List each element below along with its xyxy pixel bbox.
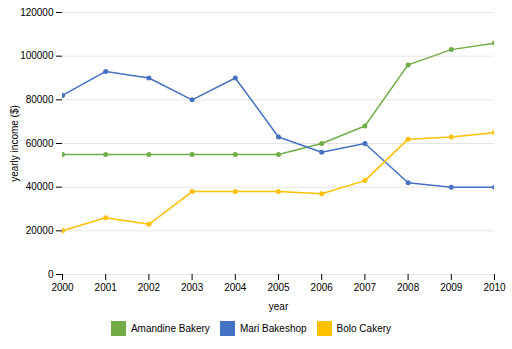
html-text:Amandine Bakery: Amandine Bakery	[130, 323, 210, 334]
svg-text:100000: 100000	[20, 50, 54, 61]
svg-text:2004: 2004	[224, 282, 247, 293]
svg-text:2003: 2003	[181, 282, 204, 293]
svg-text:40000: 40000	[26, 181, 54, 192]
svg-text:2009: 2009	[440, 282, 463, 293]
svg-text:80000: 80000	[26, 94, 54, 105]
svg-text:yearly income ($): yearly income ($)	[9, 105, 20, 182]
svg-text:2007: 2007	[354, 282, 377, 293]
html-text:Mari Bakeshop: Mari Bakeshop	[239, 323, 307, 334]
svg-text:60000: 60000	[26, 138, 54, 149]
svg-text:20000: 20000	[26, 225, 54, 236]
svg-text:2005: 2005	[267, 282, 290, 293]
svg-text:2008: 2008	[397, 282, 420, 293]
svg-text:2001: 2001	[95, 282, 118, 293]
svg-text:0: 0	[48, 269, 54, 280]
svg-text:2002: 2002	[138, 282, 161, 293]
svg-text:2006: 2006	[311, 282, 334, 293]
svg-text:year: year	[269, 301, 289, 312]
svg-text:2000: 2000	[51, 282, 74, 293]
html-text:Bolo Cakery: Bolo Cakery	[336, 323, 391, 334]
svg-text:120000: 120000	[20, 7, 54, 18]
svg-text:2010: 2010	[483, 282, 506, 293]
